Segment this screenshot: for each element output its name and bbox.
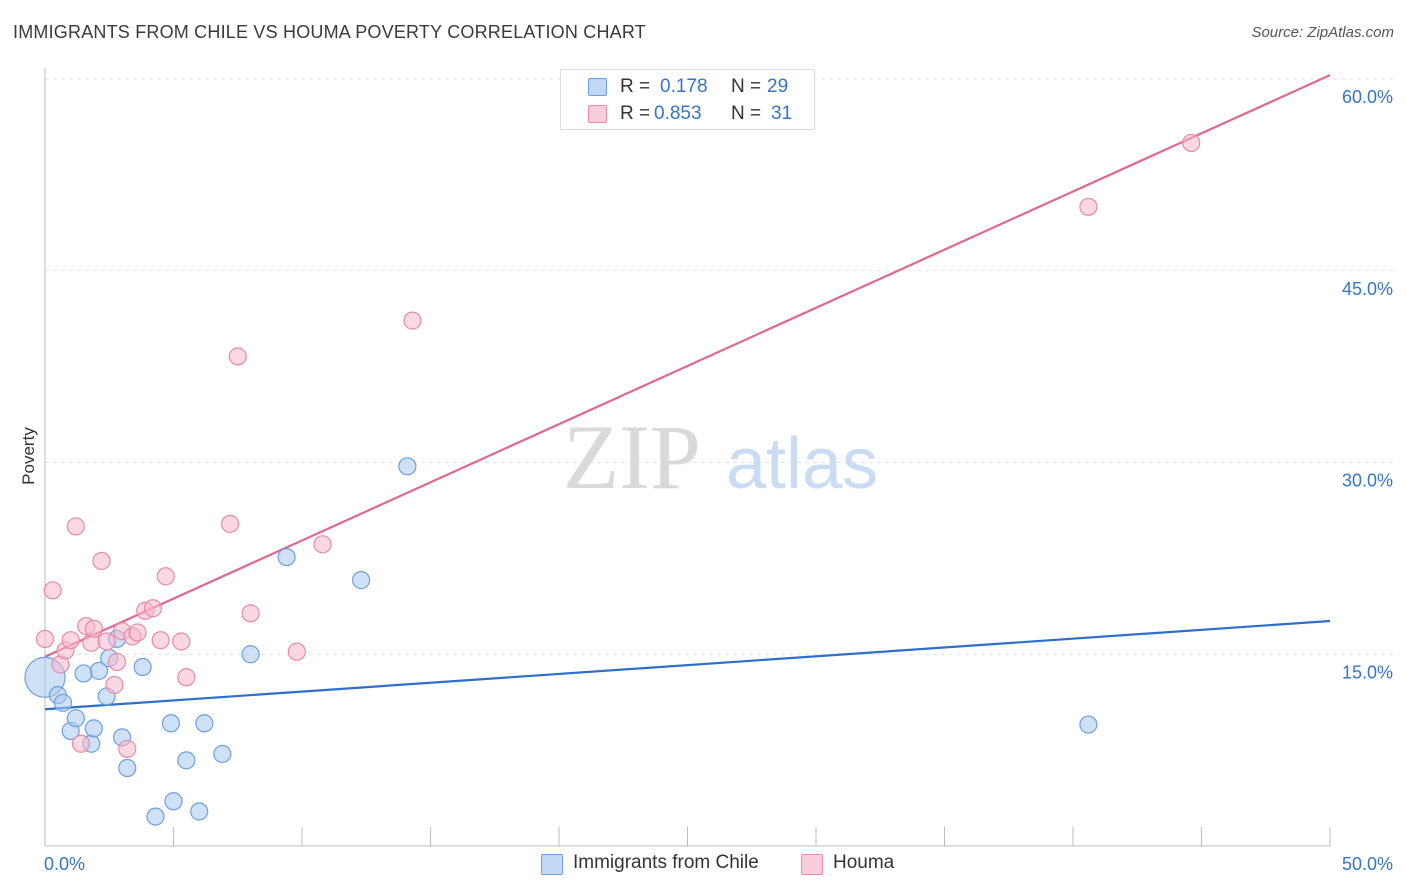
point-houma xyxy=(43,581,62,600)
y-tick-label: 45.0% xyxy=(1342,279,1393,299)
point-houma xyxy=(105,675,124,695)
point-immigrants-from-chile xyxy=(164,792,183,811)
legend-swatch-blue xyxy=(541,854,563,875)
legend-swatch-pink xyxy=(588,105,607,123)
data-points xyxy=(24,133,1201,826)
axes xyxy=(44,68,1331,847)
point-immigrants-from-chile xyxy=(195,714,214,733)
point-immigrants-from-chile xyxy=(53,693,73,712)
legend-r-label: R = xyxy=(620,103,651,124)
point-houma xyxy=(177,668,196,687)
watermark-zip: ZIP xyxy=(563,406,701,508)
gridlines xyxy=(45,78,1393,655)
point-houma xyxy=(107,652,127,672)
point-houma xyxy=(241,604,260,623)
watermark: ZIP atlas xyxy=(563,406,878,508)
point-immigrants-from-chile xyxy=(146,807,165,826)
point-immigrants-from-chile xyxy=(241,645,260,664)
legend-n-label: N = xyxy=(731,76,762,97)
trend-line-immigrants-from-chile xyxy=(44,619,1331,711)
point-immigrants-from-chile xyxy=(89,661,109,680)
point-immigrants-from-chile xyxy=(190,802,209,821)
point-houma xyxy=(61,631,80,650)
point-immigrants-from-chile xyxy=(161,714,181,733)
source-credit: Source: ZipAtlas.com xyxy=(1251,24,1394,41)
point-immigrants-from-chile xyxy=(74,664,93,683)
y-tick-label: 15.0% xyxy=(1342,662,1393,682)
point-houma xyxy=(92,551,111,571)
point-houma xyxy=(35,629,55,649)
legend-r-value: 0.178 xyxy=(660,76,708,97)
point-houma xyxy=(287,642,306,661)
point-houma xyxy=(228,347,247,366)
point-houma xyxy=(172,632,191,651)
point-immigrants-from-chile xyxy=(277,547,296,567)
point-houma xyxy=(84,619,103,638)
point-houma xyxy=(403,311,422,330)
point-houma xyxy=(1079,197,1098,216)
legend-swatch-pink xyxy=(801,854,823,875)
point-houma xyxy=(143,599,163,618)
point-houma xyxy=(220,514,240,533)
point-houma xyxy=(118,739,137,758)
point-immigrants-from-chile xyxy=(213,744,232,764)
legend-row-pink: R = 0.853 N = 31 xyxy=(561,102,814,128)
point-immigrants-from-chile xyxy=(398,457,417,476)
y-tick-label: 30.0% xyxy=(1342,471,1393,491)
point-houma xyxy=(71,734,91,753)
point-houma xyxy=(97,632,116,651)
point-immigrants-from-chile xyxy=(133,657,152,677)
legend-swatch-blue xyxy=(588,78,607,96)
y-tick-label: 60.0% xyxy=(1342,87,1393,107)
legend-label: Immigrants from Chile xyxy=(573,852,759,873)
point-houma xyxy=(156,567,175,586)
point-houma xyxy=(313,535,332,554)
point-immigrants-from-chile xyxy=(1079,715,1098,734)
watermark-atlas: atlas xyxy=(726,424,878,504)
point-houma xyxy=(1182,133,1201,153)
x-tick-label: 0.0% xyxy=(44,854,85,874)
trend-lines xyxy=(44,74,1331,711)
tick-labels: 15.0% 30.0% 45.0% 60.0% 0.0% 50.0% xyxy=(44,87,1393,874)
y-axis-label: Poverty xyxy=(19,427,38,485)
correlation-legend: R = 0.178 N = 29 R = 0.853 N = 31 xyxy=(560,69,815,130)
legend-r-label: R = xyxy=(620,76,651,97)
point-houma xyxy=(151,631,170,650)
point-immigrants-from-chile xyxy=(352,571,371,590)
legend-label: Houma xyxy=(833,852,895,873)
legend-n-label: N = xyxy=(731,103,762,124)
legend-r-value: 0.853 xyxy=(654,103,702,124)
series-legend: Immigrants from Chile Houma xyxy=(0,851,1406,879)
point-immigrants-from-chile xyxy=(84,719,103,738)
point-houma xyxy=(128,623,147,642)
point-immigrants-from-chile xyxy=(177,751,196,770)
x-tick-label: 50.0% xyxy=(1342,854,1393,874)
legend-n-value: 29 xyxy=(767,76,789,97)
legend-row-blue: R = 0.178 N = 29 xyxy=(561,75,814,101)
point-immigrants-from-chile xyxy=(66,709,85,728)
point-immigrants-from-chile xyxy=(118,758,137,778)
point-houma xyxy=(66,517,85,536)
chart-title: IMMIGRANTS FROM CHILE VS HOUMA POVERTY C… xyxy=(13,22,646,42)
trend-line-houma xyxy=(44,74,1331,658)
legend-n-value: 31 xyxy=(771,103,793,124)
